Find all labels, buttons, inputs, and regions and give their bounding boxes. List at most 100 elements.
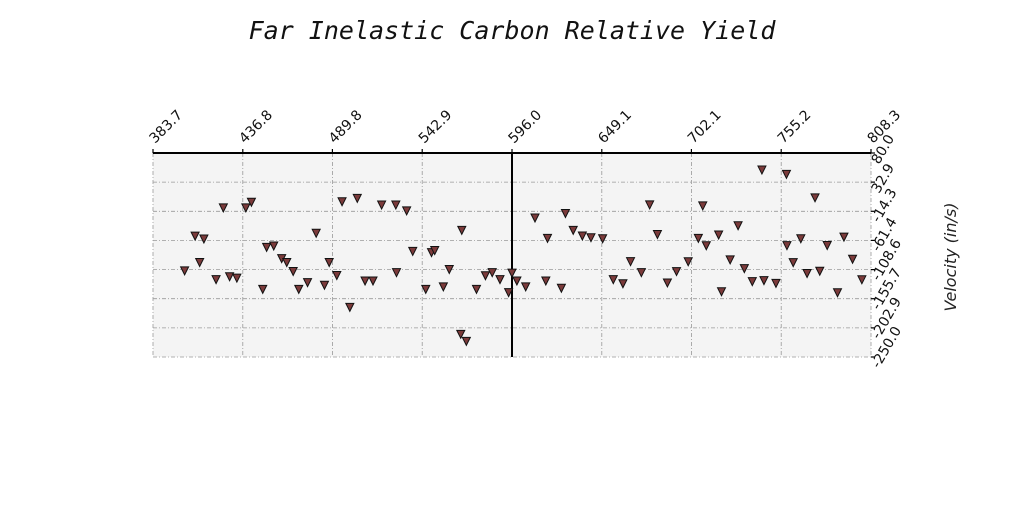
data-point <box>429 246 440 256</box>
data-point <box>747 277 758 287</box>
data-point <box>288 267 298 277</box>
data-point <box>520 282 531 292</box>
data-point <box>739 264 750 274</box>
data-point <box>541 276 551 287</box>
data-point <box>802 268 812 279</box>
data-point <box>241 203 251 214</box>
data-points <box>179 165 867 347</box>
y-axis-ticks: 80.032.9-14.3-61.4-108.6-155.7-202.9-250… <box>869 132 905 371</box>
data-point <box>507 268 517 279</box>
data-point <box>368 276 378 287</box>
data-point <box>224 272 235 282</box>
data-point <box>337 197 347 207</box>
x-tick-label: 755.2 <box>775 107 815 147</box>
data-point <box>232 273 242 284</box>
data-point <box>311 228 321 239</box>
data-point <box>560 209 571 219</box>
data-point <box>556 283 567 294</box>
data-point <box>716 287 727 297</box>
data-point <box>814 266 825 277</box>
data-point <box>847 254 858 265</box>
data-point <box>781 169 792 180</box>
data-point <box>693 233 704 244</box>
data-point <box>725 255 735 266</box>
x-tick-label: 702.1 <box>685 107 725 147</box>
data-point <box>832 288 843 298</box>
data-point <box>788 258 799 268</box>
x-tick-label: 489.8 <box>326 107 366 147</box>
data-point <box>293 284 304 295</box>
data-point <box>542 233 553 244</box>
data-point <box>194 257 205 268</box>
data-point <box>644 200 655 211</box>
data-point <box>487 268 498 278</box>
data-point <box>211 275 221 285</box>
data-point <box>391 268 402 278</box>
data-point <box>759 276 769 286</box>
data-point <box>733 221 743 231</box>
x-tick-label: 383.7 <box>147 107 187 147</box>
data-point <box>701 241 712 251</box>
data-point <box>618 279 628 289</box>
data-point <box>319 280 330 291</box>
data-point <box>261 242 272 253</box>
x-tick-label: 649.1 <box>595 107 635 147</box>
data-point <box>391 200 401 211</box>
x-tick-label: 436.8 <box>236 107 276 147</box>
data-point <box>324 257 335 268</box>
data-point <box>480 271 491 281</box>
data-point <box>190 231 200 242</box>
data-point <box>302 278 313 288</box>
x-tick-label: 542.9 <box>416 107 456 147</box>
data-point <box>503 288 514 298</box>
data-point <box>495 275 505 285</box>
data-point <box>796 234 806 244</box>
data-point <box>246 197 257 208</box>
data-point <box>438 282 449 292</box>
data-point <box>420 284 431 295</box>
data-point <box>257 284 268 295</box>
data-point <box>352 193 363 204</box>
data-point <box>636 268 647 278</box>
data-point <box>839 232 849 243</box>
x-tick-label: 596.0 <box>506 107 546 147</box>
data-point <box>568 225 579 236</box>
data-point <box>455 329 466 340</box>
data-point <box>810 193 820 203</box>
x-axis-ticks: 383.7 436.8 489.8 542.9 596.0 649.1 702.1 755.2… <box>147 107 904 153</box>
data-point <box>199 234 209 245</box>
data-point <box>757 165 767 176</box>
data-point <box>360 276 370 287</box>
data-point <box>444 264 455 275</box>
data-point <box>345 302 355 313</box>
data-point <box>652 229 663 240</box>
data-point <box>625 257 636 267</box>
data-point <box>530 213 540 224</box>
data-point <box>857 275 867 285</box>
data-point <box>512 276 522 287</box>
data-point <box>179 266 190 277</box>
data-point <box>376 200 387 211</box>
data-point <box>597 234 608 244</box>
data-point <box>281 257 292 268</box>
data-point <box>332 271 342 281</box>
data-point <box>683 257 694 267</box>
data-point <box>586 233 596 243</box>
data-point <box>713 230 724 241</box>
data-point <box>608 275 619 285</box>
data-point <box>401 206 412 216</box>
data-point <box>577 231 588 242</box>
chart-title: Far Inelastic Carbon Relative Yield <box>248 16 776 45</box>
data-point <box>268 241 279 252</box>
data-point <box>456 225 467 236</box>
data-point <box>218 203 229 214</box>
data-point <box>471 284 482 295</box>
data-point <box>782 241 792 251</box>
data-point <box>461 336 472 347</box>
y-axis-label: Velocity (in/s) <box>941 203 960 312</box>
data-point <box>822 241 833 251</box>
data-point <box>407 246 418 257</box>
data-point <box>697 201 708 212</box>
data-point <box>771 278 781 289</box>
